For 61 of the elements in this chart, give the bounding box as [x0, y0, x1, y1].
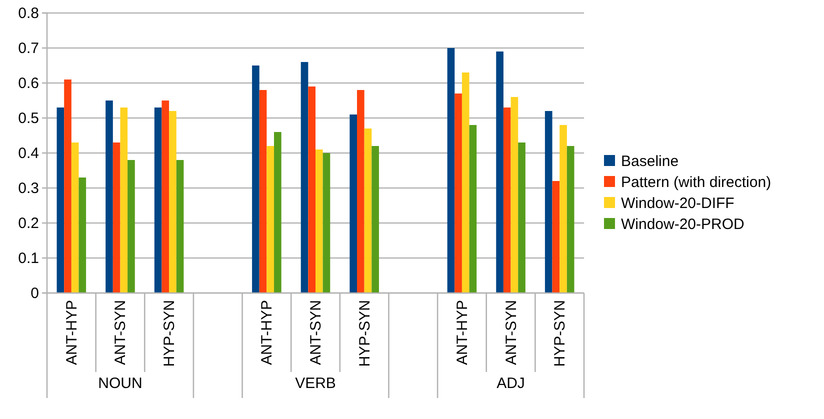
- bar: [356, 90, 364, 293]
- x-tick-label: ANT-SYN: [112, 300, 130, 366]
- bar: [64, 80, 72, 293]
- x-tick-label: ANT-SYN: [502, 300, 520, 366]
- y-tick-label: 0: [30, 284, 39, 302]
- y-tick-label: 0.2: [18, 214, 39, 232]
- bar: [560, 125, 567, 293]
- bar: [169, 111, 176, 293]
- bar: [176, 160, 184, 293]
- bar: [552, 181, 560, 293]
- bar: [350, 114, 357, 293]
- bar: [322, 153, 330, 293]
- x-tick-label: HYP-SYN: [356, 300, 374, 367]
- bar: [462, 72, 470, 293]
- bar: [372, 146, 379, 293]
- y-tick-label: 0.4: [18, 144, 39, 162]
- bar: [469, 125, 477, 293]
- y-tick-label: 0.8: [18, 4, 39, 22]
- x-tick-label: ANT-HYP: [258, 300, 276, 366]
- bar: [266, 146, 274, 293]
- bar: [274, 132, 282, 293]
- text: ADJ: [496, 375, 525, 392]
- bar: [496, 52, 504, 293]
- bar: [364, 128, 372, 293]
- bar: [252, 66, 260, 293]
- bar: [120, 108, 128, 293]
- bar: [300, 62, 308, 293]
- x-tick-label: HYP-SYN: [552, 300, 569, 367]
- y-tick-label: 0.1: [18, 250, 39, 267]
- x-tick-label: ANT-HYP: [454, 300, 471, 366]
- bar: [106, 100, 113, 293]
- text: NOUN: [98, 375, 142, 392]
- legend-label: Window-20-DIFF: [621, 195, 734, 212]
- bar: [154, 108, 162, 293]
- bar: [454, 94, 462, 293]
- x-tick-label: ANT-HYP: [63, 300, 80, 366]
- bar: [78, 178, 86, 293]
- bar: [56, 108, 64, 293]
- legend-label: Window-20-PROD: [621, 216, 745, 233]
- y-tick-label: 0.3: [18, 180, 39, 197]
- legend-label: Baseline: [621, 153, 679, 170]
- bar: [128, 160, 135, 293]
- y-tick-label: 0.7: [18, 40, 39, 57]
- bar: [162, 100, 170, 293]
- bar: [544, 111, 552, 293]
- bar: [503, 108, 511, 293]
- y-tick-label: 0.6: [18, 74, 39, 92]
- bar: [308, 86, 316, 293]
- bar: [447, 48, 455, 293]
- bar: [518, 142, 526, 293]
- text: VERB: [295, 375, 336, 392]
- bar: [112, 142, 120, 293]
- bar: [316, 150, 323, 293]
- bar: [71, 142, 79, 293]
- y-tick-label: 0.5: [18, 110, 39, 127]
- x-tick-label: ANT-SYN: [308, 300, 324, 366]
- bar: [259, 90, 267, 293]
- bar: [566, 146, 574, 293]
- bar: [510, 97, 518, 293]
- x-tick-label: HYP-SYN: [161, 300, 178, 367]
- legend-label: Pattern (with direction): [621, 174, 772, 191]
